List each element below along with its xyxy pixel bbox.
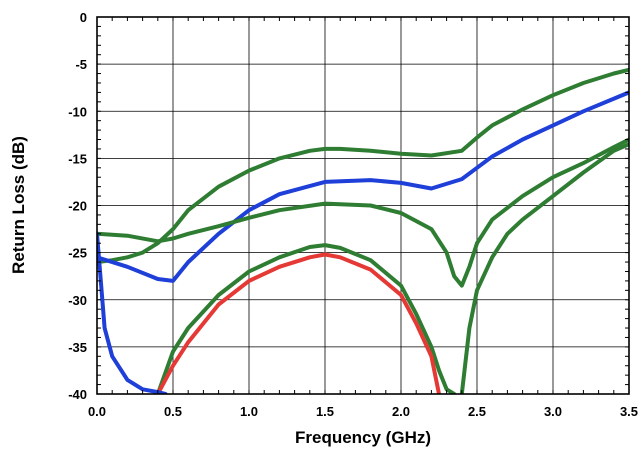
series-line-5 — [155, 252, 441, 394]
y-tick-label: -15 — [68, 151, 87, 166]
y-tick-label: -35 — [68, 340, 87, 355]
plot-frame — [96, 16, 630, 395]
series-line-6 — [459, 142, 629, 394]
series-line-3 — [97, 137, 629, 288]
y-axis-title: Return Loss (dB) — [9, 136, 28, 274]
x-tick-label: 2.5 — [468, 404, 486, 419]
y-tick-labels: 0 -5 -10 -15 -20 -25 -30 -35 -40 — [68, 10, 87, 402]
series-line-1 — [97, 67, 629, 265]
y-tick-label: -25 — [68, 246, 87, 261]
y-tick-label: -30 — [68, 293, 87, 308]
y-tick-label: -10 — [68, 104, 87, 119]
x-tick-label: 3.0 — [544, 404, 562, 419]
x-tick-label: 2.0 — [392, 404, 410, 419]
x-axis-title: Frequency (GHz) — [295, 428, 431, 447]
series-line-4 — [155, 243, 457, 394]
y-tick-label: -40 — [68, 387, 87, 402]
y-tick-label: -5 — [75, 57, 87, 72]
series-line-2 — [97, 90, 629, 283]
y-tick-label: 0 — [80, 10, 87, 25]
axes — [96, 16, 630, 395]
x-tick-label: 0.0 — [88, 404, 106, 419]
x-tick-label: 3.5 — [620, 404, 638, 419]
x-tick-labels: 0.0 0.5 1.0 1.5 2.0 2.5 3.0 3.5 — [88, 404, 638, 419]
x-tick-label: 1.0 — [240, 404, 258, 419]
x-tick-label: 1.5 — [316, 404, 334, 419]
x-tick-label: 0.5 — [164, 404, 182, 419]
y-tick-label: -20 — [68, 199, 87, 214]
